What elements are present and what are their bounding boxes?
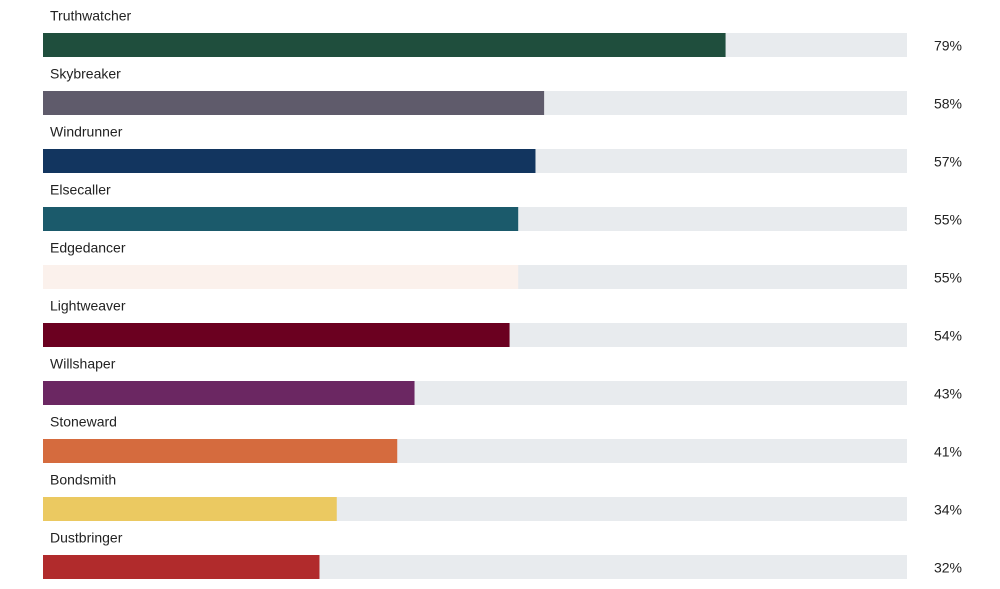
value-label: 43% — [934, 386, 962, 402]
category-label: Lightweaver — [50, 298, 126, 314]
bar — [43, 555, 320, 579]
bar — [43, 323, 510, 347]
category-label: Edgedancer — [50, 240, 126, 256]
bar — [43, 33, 726, 57]
bar — [43, 497, 337, 521]
category-label: Truthwatcher — [50, 8, 132, 24]
value-label: 32% — [934, 560, 962, 576]
bar — [43, 381, 415, 405]
bar — [43, 207, 519, 231]
bar — [43, 91, 545, 115]
category-label: Bondsmith — [50, 472, 116, 488]
value-label: 54% — [934, 328, 962, 344]
bar — [43, 439, 398, 463]
category-label: Elsecaller — [50, 182, 111, 198]
value-label: 41% — [934, 444, 962, 460]
value-label: 58% — [934, 96, 962, 112]
value-label: 57% — [934, 154, 962, 170]
bar — [43, 149, 536, 173]
category-label: Skybreaker — [50, 66, 121, 82]
category-label: Windrunner — [50, 124, 123, 140]
category-label: Willshaper — [50, 356, 116, 372]
value-label: 55% — [934, 212, 962, 228]
value-label: 55% — [934, 270, 962, 286]
category-label: Dustbringer — [50, 530, 123, 546]
bar — [43, 265, 519, 289]
value-label: 79% — [934, 38, 962, 54]
category-label: Stoneward — [50, 414, 117, 430]
value-label: 34% — [934, 502, 962, 518]
